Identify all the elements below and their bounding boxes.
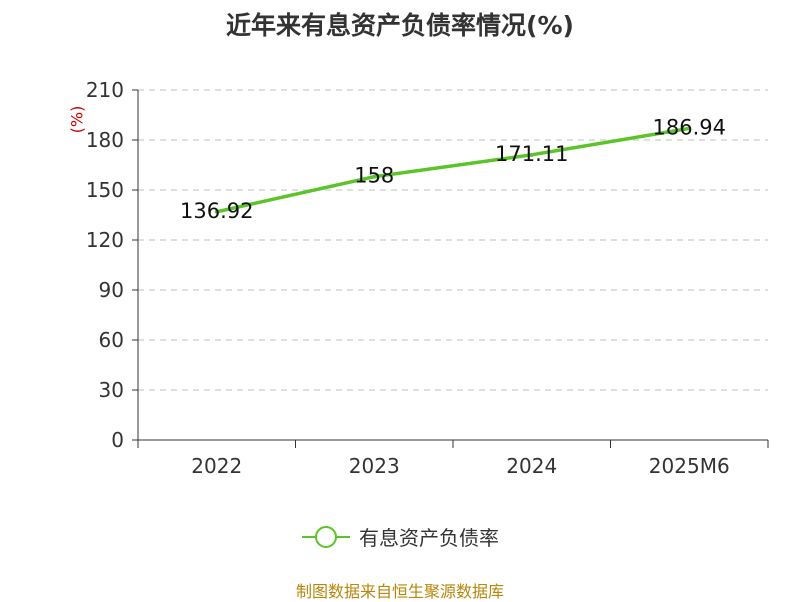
y-tick-label: 60 — [99, 328, 124, 352]
x-tick-label: 2025M6 — [649, 454, 730, 478]
data-label: 158 — [354, 164, 394, 188]
data-point — [529, 152, 534, 157]
data-label: 171.11 — [495, 142, 568, 166]
y-tick-label: 30 — [99, 378, 124, 402]
y-tick-label: 150 — [86, 178, 124, 202]
y-tick-label: 0 — [111, 428, 124, 452]
chart-title: 近年来有息资产负债率情况(%) — [226, 11, 574, 40]
data-label: 136.92 — [180, 199, 253, 223]
legend-item[interactable]: 有息资产负债率 — [301, 522, 499, 551]
x-tick-label: 2024 — [506, 454, 557, 478]
data-point — [687, 126, 692, 131]
data-point — [214, 209, 219, 214]
data-point — [372, 174, 377, 179]
data-label: 186.94 — [653, 115, 726, 139]
source-note: 制图数据来自恒生聚源数据库 — [295, 582, 504, 601]
y-tick-label: 180 — [86, 128, 124, 152]
y-tick-label: 210 — [86, 78, 124, 102]
legend: 有息资产负债率 — [0, 522, 800, 551]
legend-label: 有息资产负债率 — [359, 526, 499, 550]
y-tick-label: 120 — [86, 228, 124, 252]
x-tick-label: 2023 — [349, 454, 400, 478]
series-line — [215, 126, 691, 214]
x-tick-label: 2022 — [191, 454, 242, 478]
y-tick-label: 90 — [99, 278, 124, 302]
legend-line-marker-icon — [302, 525, 350, 548]
